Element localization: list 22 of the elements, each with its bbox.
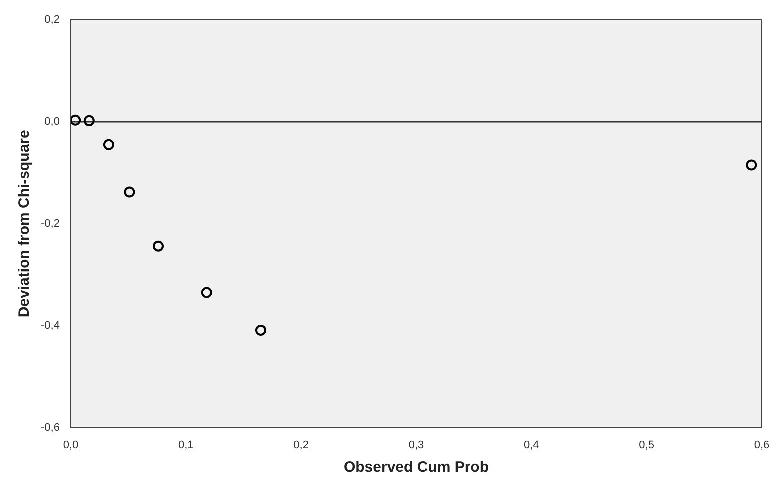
y-tick-label: -0,2 (40, 218, 60, 230)
y-tick-label: 0,2 (44, 14, 60, 26)
point (70, 114, 82, 126)
x-axis-title: Observed Cum Prob (344, 459, 489, 476)
x-tick-label: 0,6 (754, 439, 770, 452)
x-tick-label: 0,5 (639, 439, 654, 452)
point (746, 160, 758, 171)
y-tick-label: -0,4 (40, 320, 60, 332)
y-tick-label: 0,0 (44, 116, 60, 128)
point (152, 240, 164, 252)
x-tick-label: 0,2 (294, 439, 309, 452)
point (84, 115, 95, 126)
point (201, 287, 212, 298)
point (103, 139, 114, 150)
point (255, 324, 266, 336)
y-tick-label: -0,6 (40, 422, 60, 434)
x-tick-label: 0,0 (63, 439, 79, 452)
y-axis-title: Deviation from Chi-square (16, 130, 34, 318)
point (124, 186, 136, 198)
x-tick-label: 0,4 (524, 439, 540, 452)
x-tick-label: 0,3 (408, 439, 424, 452)
x-tick-label: 0,1 (178, 439, 194, 452)
